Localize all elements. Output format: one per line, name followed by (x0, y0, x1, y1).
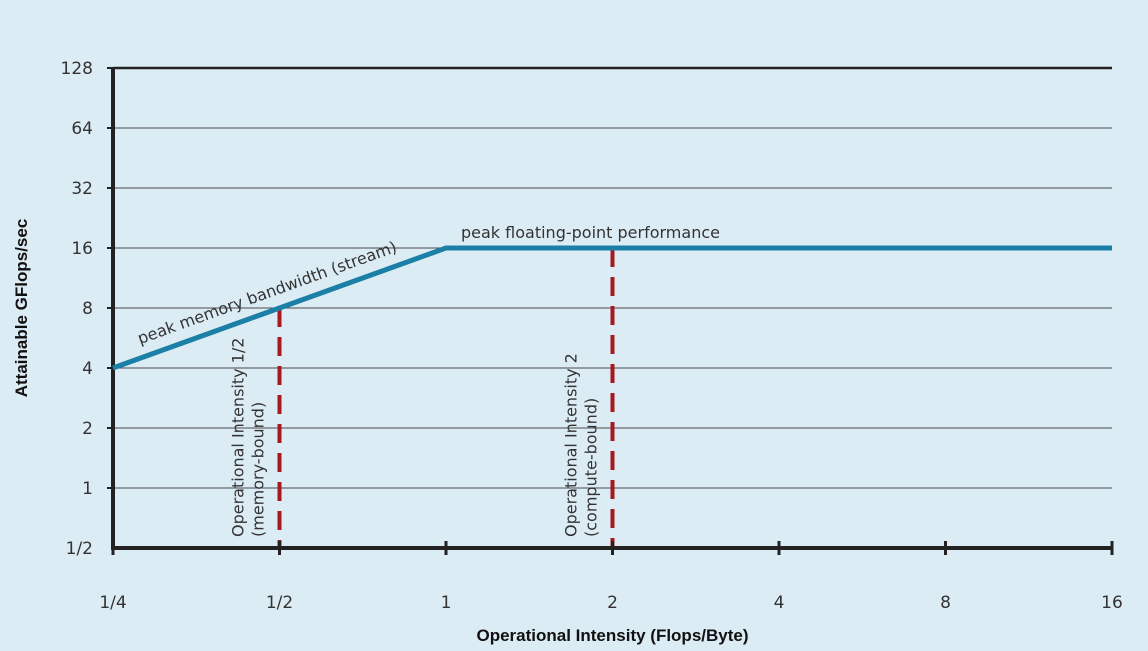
x-tick-label: 8 (940, 593, 951, 613)
y-tick-label: 4 (82, 359, 93, 379)
y-tick-label: 32 (71, 179, 93, 199)
tick-labels: 1/2 1 2 4 8 16 32 64 128 1/4 1/2 1 2 4 8 16 (61, 59, 1123, 613)
marker-label: Operational Intensity 1/2 (229, 338, 248, 537)
y-axis-title: Attainable GFlops/sec (12, 219, 31, 398)
y-tick-label: 8 (82, 299, 93, 319)
bandwidth-annotation: peak memory bandwidth (stream) (135, 237, 399, 348)
y-tick-label: 16 (71, 239, 93, 259)
y-tick-label: 2 (82, 419, 93, 439)
intensity-markers: Operational Intensity 1/2 (memory-bound) O… (229, 248, 615, 546)
y-tick-label: 128 (61, 59, 93, 79)
roofline-line (112, 245, 1112, 371)
axes (107, 67, 1114, 555)
marker-label: Operational Intensity 2 (562, 353, 581, 537)
x-tick-label: 2 (607, 593, 618, 613)
peak-performance-annotation: peak floating-point performance (461, 223, 720, 242)
x-tick-label: 1/2 (266, 593, 293, 613)
y-tick-label: 64 (71, 119, 93, 139)
x-tick-label: 1 (441, 593, 452, 613)
marker-sublabel: (memory-bound) (249, 402, 268, 537)
x-axis-title: Operational Intensity (Flops/Byte) (476, 626, 748, 645)
y-tick-label: 1 (82, 479, 93, 499)
y-tick-label: 1/2 (66, 539, 93, 559)
x-tick-label: 4 (774, 593, 785, 613)
x-tick-label: 1/4 (99, 593, 126, 613)
x-tick-label: 16 (1101, 593, 1123, 613)
marker-sublabel: (compute-bound) (582, 398, 601, 537)
roofline-series (112, 245, 1112, 371)
